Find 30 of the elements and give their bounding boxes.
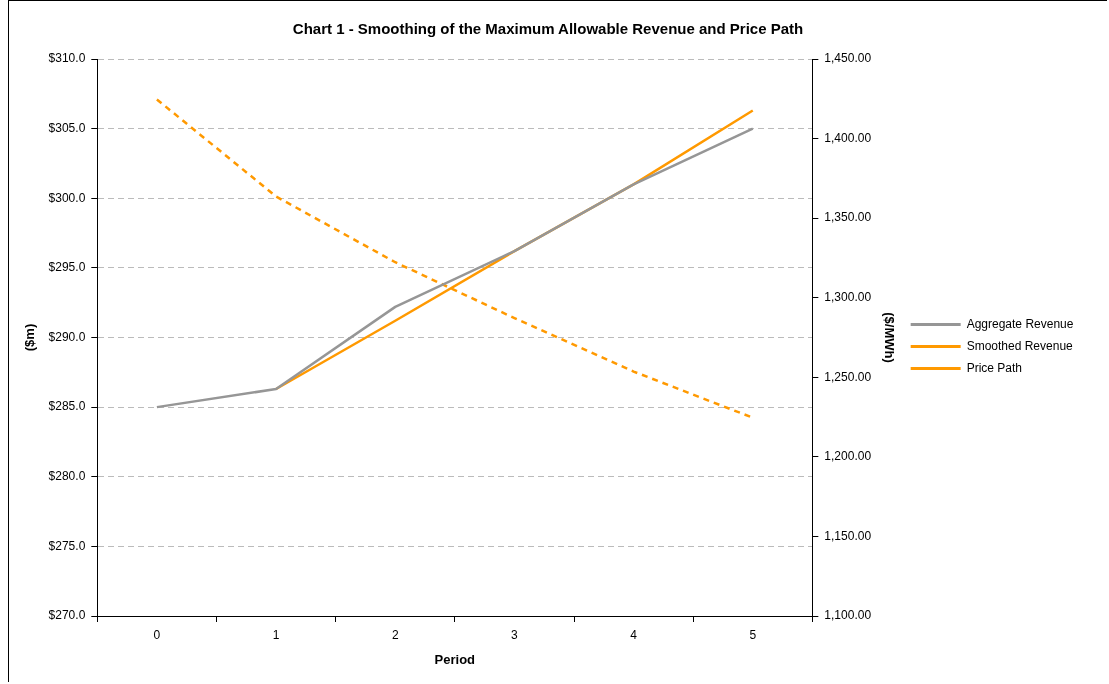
legend-label: Price Path	[966, 360, 1023, 375]
y2-tick-label: 1,200.00	[824, 449, 872, 464]
y2-tick-label: 1,350.00	[824, 210, 872, 225]
x-tick-label: 4	[630, 627, 638, 642]
y2-tick-label: 1,150.00	[824, 528, 872, 543]
y-axis-title: ($m)	[22, 323, 38, 352]
y-tick-label: $270.0	[48, 608, 86, 623]
x-tick-label: 3	[511, 627, 519, 642]
y2-axis-title: ($/MWh)	[882, 312, 898, 363]
x-tick-label: 2	[391, 627, 399, 642]
y-tick-label: $295.0	[48, 260, 86, 275]
x-axis-title: Period	[434, 651, 476, 667]
y-tick-label: $275.0	[48, 538, 86, 553]
y-tick-label: $310.0	[48, 51, 86, 66]
y2-tick-label: 1,450.00	[824, 51, 872, 66]
y-tick-label: $285.0	[48, 399, 86, 414]
y2-tick-label: 1,100.00	[824, 608, 872, 623]
y2-tick-label: 1,250.00	[824, 369, 872, 384]
y2-tick-label: 1,400.00	[824, 130, 872, 145]
chart-title: Chart 1 - Smoothing of the Maximum Allowable Revenue and Price Path	[292, 20, 804, 38]
y-tick-label: $290.0	[48, 329, 86, 344]
x-tick-label: 0	[153, 627, 161, 642]
y-tick-label: $305.0	[48, 120, 86, 135]
x-tick-label: 1	[272, 627, 280, 642]
y-tick-label: $280.0	[48, 469, 86, 484]
x-tick-label: 5	[749, 627, 757, 642]
legend-label: Aggregate Revenue	[966, 316, 1074, 331]
y-tick-label: $300.0	[48, 190, 86, 205]
y2-tick-label: 1,300.00	[824, 290, 872, 305]
legend-label: Smoothed Revenue	[966, 338, 1074, 353]
